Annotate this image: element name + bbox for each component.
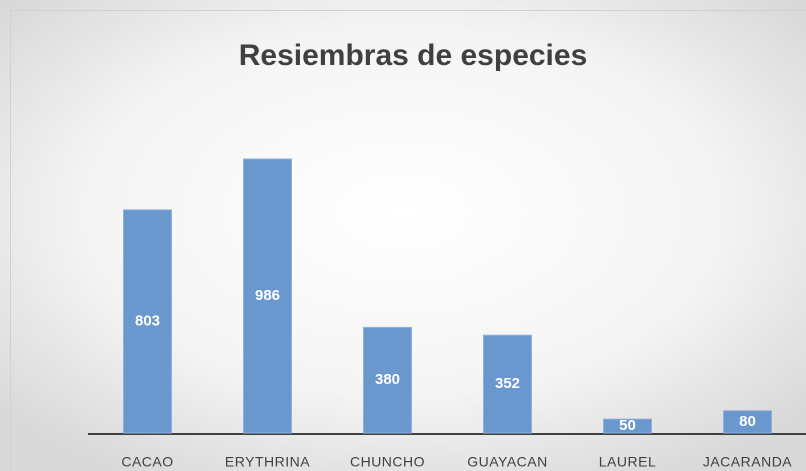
data-label: 80 xyxy=(739,413,756,430)
bar xyxy=(243,158,292,434)
bar xyxy=(363,326,412,434)
x-tick-label: JACARANDA xyxy=(703,454,792,470)
bar xyxy=(603,418,652,434)
bar xyxy=(723,410,772,434)
bar xyxy=(123,209,172,434)
x-tick-label: LAUREL xyxy=(599,454,656,470)
x-tick-label: ERYTHRINA xyxy=(225,454,310,470)
x-tick-label: CHUNCHO xyxy=(350,454,425,470)
bar xyxy=(483,334,532,434)
data-label: 352 xyxy=(495,375,520,392)
data-label: 50 xyxy=(619,417,636,434)
chart-border xyxy=(10,10,806,471)
data-label: 986 xyxy=(255,287,280,304)
x-tick-label: GUAYACAN xyxy=(467,454,548,470)
data-label: 803 xyxy=(135,312,160,329)
x-tick-label: CACAO xyxy=(121,454,173,470)
data-label: 380 xyxy=(375,371,400,388)
chart-title: Resiembras de especies xyxy=(239,39,588,72)
